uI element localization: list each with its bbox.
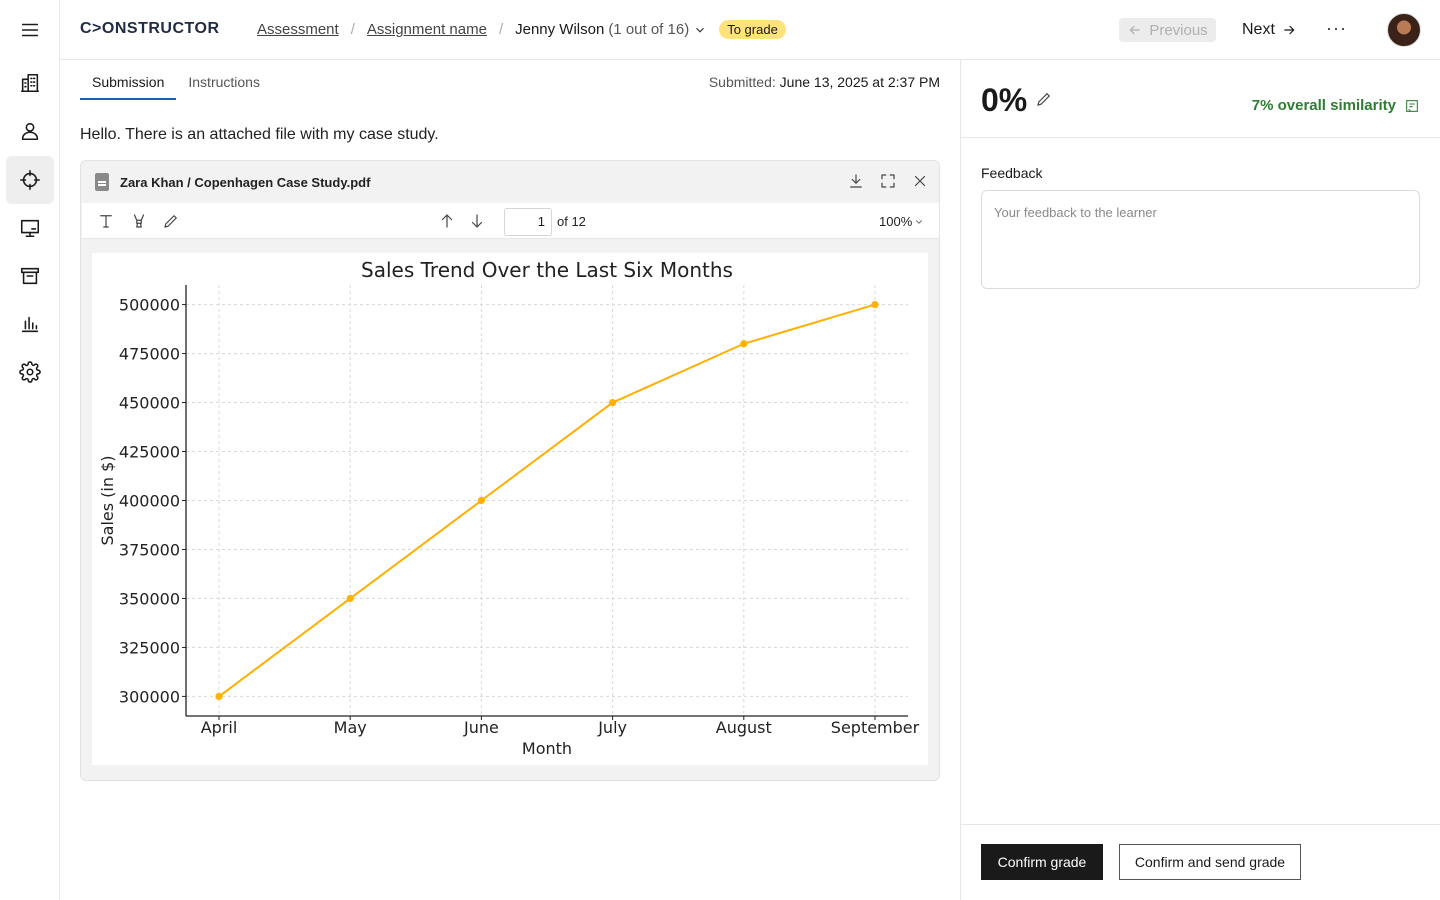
breadcrumb: Assessment / Assignment name / Jenny Wil…	[257, 20, 786, 39]
y-tick-label: 300000	[119, 687, 180, 706]
next-label: Next	[1242, 21, 1275, 38]
divider	[961, 137, 1440, 138]
previous-label: Previous	[1149, 21, 1208, 39]
breadcrumb-assessment[interactable]: Assessment	[257, 21, 339, 38]
y-axis-label: Sales (in $)	[98, 455, 117, 545]
file-name: Zara Khan / Copenhagen Case Study.pdf	[120, 175, 371, 190]
data-point	[609, 398, 617, 407]
submitted-info: Submitted: June 13, 2025 at 2:37 PM	[709, 74, 940, 90]
x-tick-label: April	[201, 718, 238, 737]
x-tick-label: June	[463, 718, 499, 737]
archive-icon[interactable]	[6, 252, 54, 300]
pdf-page: 300000 325000 350000 375000 400000 425000 4500…	[92, 253, 928, 765]
more-options-icon[interactable]: ···	[1326, 18, 1347, 38]
top-bar: C>ONSTRUCTOR Assessment / Assignment nam…	[60, 0, 1440, 60]
y-tick-label: 450000	[119, 394, 180, 413]
status-badge: To grade	[719, 20, 786, 39]
y-tick-label: 500000	[119, 296, 180, 315]
sales-line-chart: 300000 325000 350000 375000 400000 425000 4500…	[98, 258, 920, 758]
grading-panel: 0% 7% overall similarity Feedback Confir…	[960, 60, 1440, 900]
zoom-select[interactable]: 100%	[879, 214, 924, 229]
close-icon[interactable]	[911, 172, 929, 195]
previous-button[interactable]: Previous	[1119, 18, 1216, 42]
y-tick-label: 400000	[119, 492, 180, 511]
confirm-grade-button[interactable]: Confirm grade	[981, 844, 1103, 880]
bar-chart-icon[interactable]	[6, 300, 54, 348]
page-total: of 12	[557, 214, 586, 229]
tab-bar: Submission Instructions	[80, 60, 272, 100]
x-tick-label: May	[334, 718, 367, 737]
learner-selector[interactable]: Jenny Wilson (1 out of 16)	[515, 21, 707, 38]
menu-icon[interactable]	[6, 6, 54, 54]
similarity-link[interactable]: 7% overall similarity	[1252, 97, 1420, 114]
logo: C>ONSTRUCTOR	[80, 20, 220, 37]
viewer-actions	[847, 172, 929, 195]
submission-panel: Submission Instructions Submitted: June …	[60, 60, 960, 900]
presentation-icon[interactable]	[6, 204, 54, 252]
data-point	[215, 692, 223, 701]
y-tick-label: 350000	[119, 589, 180, 608]
x-tick-label: August	[716, 718, 772, 737]
gear-icon[interactable]	[6, 348, 54, 396]
file-icon	[95, 173, 109, 191]
y-tick-label: 425000	[119, 443, 180, 462]
learner-count: (1 out of 16)	[608, 21, 690, 38]
report-icon	[1406, 99, 1418, 112]
submission-message: Hello. There is an attached file with my…	[80, 126, 439, 143]
data-point	[477, 496, 485, 505]
fullscreen-icon[interactable]	[879, 172, 897, 195]
y-tick-label: 475000	[119, 345, 180, 364]
grade-value: 0%	[981, 82, 1028, 118]
chevron-down-icon	[916, 219, 923, 224]
chart-title: Sales Trend Over the Last Six Months	[361, 258, 733, 282]
avatar[interactable]	[1387, 13, 1421, 47]
arrow-down-icon[interactable]	[468, 212, 486, 235]
breadcrumb-separator: /	[498, 21, 504, 38]
tab-instructions[interactable]: Instructions	[188, 74, 260, 90]
feedback-label: Feedback	[981, 165, 1043, 181]
text-tool-icon[interactable]	[97, 212, 115, 235]
arrow-up-icon[interactable]	[438, 212, 456, 235]
pdf-viewer: Zara Khan / Copenhagen Case Study.pdf 1 …	[80, 160, 940, 781]
arrow-left-icon	[1129, 25, 1140, 35]
breadcrumb-separator: /	[350, 21, 355, 38]
crosshair-icon[interactable]	[6, 156, 54, 204]
similarity-label: 7% overall similarity	[1251, 97, 1396, 114]
viewer-header: Zara Khan / Copenhagen Case Study.pdf	[81, 161, 939, 203]
next-button[interactable]: Next	[1242, 18, 1297, 42]
download-icon[interactable]	[847, 172, 865, 195]
building-icon[interactable]	[6, 59, 54, 107]
highlighter-icon[interactable]	[130, 212, 148, 235]
pencil-icon[interactable]	[162, 212, 180, 235]
data-point	[346, 594, 354, 603]
page-number-input[interactable]: 1	[504, 208, 552, 236]
arrow-right-icon	[1284, 25, 1295, 35]
submitted-date: June 13, 2025 at 2:37 PM	[779, 74, 940, 90]
divider	[961, 824, 1440, 825]
tab-submission[interactable]: Submission	[80, 60, 177, 100]
viewer-toolbar: 1 of 12 100%	[82, 203, 939, 239]
y-tick-label: 325000	[119, 638, 180, 657]
chevron-down-icon	[693, 21, 707, 38]
y-tick-label: 375000	[119, 540, 180, 559]
feedback-field[interactable]	[981, 190, 1420, 289]
submitted-label: Submitted:	[708, 74, 776, 90]
data-point	[871, 300, 879, 309]
sidebar-rail	[0, 0, 60, 900]
zoom-value: 100%	[879, 214, 913, 229]
x-tick-label: September	[831, 718, 920, 737]
confirm-send-grade-button[interactable]: Confirm and send grade	[1119, 844, 1301, 880]
x-tick-label: July	[597, 718, 627, 737]
series-line	[218, 303, 876, 698]
learner-name: Jenny Wilson	[515, 21, 605, 38]
data-point	[740, 340, 748, 348]
x-axis-label: Month	[522, 739, 572, 758]
user-icon[interactable]	[6, 107, 54, 155]
edit-grade-icon[interactable]	[1035, 90, 1053, 113]
breadcrumb-assignment[interactable]: Assignment name	[366, 21, 487, 38]
